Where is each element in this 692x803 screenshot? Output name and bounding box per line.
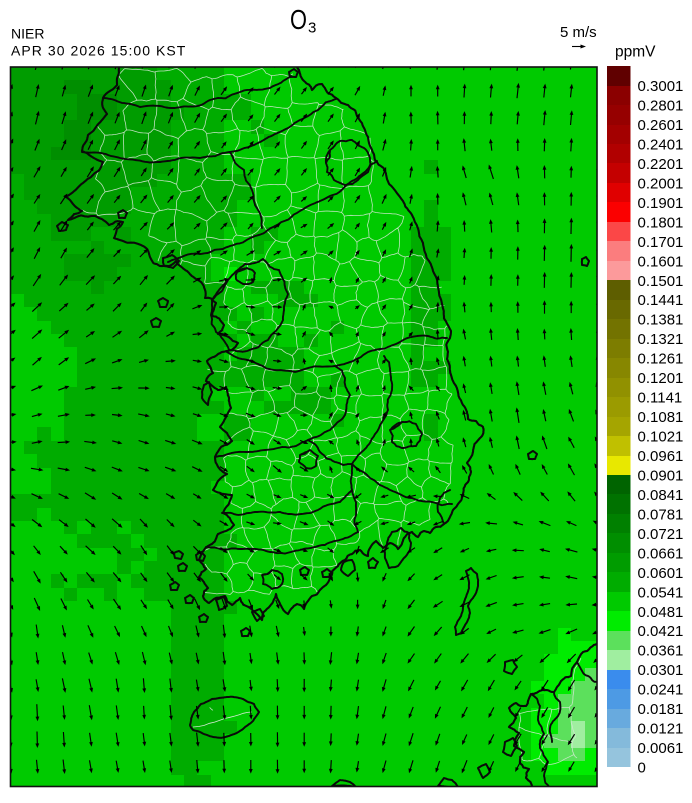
svg-text:0.1501: 0.1501 [638, 273, 684, 290]
svg-text:0.1901: 0.1901 [638, 195, 684, 212]
svg-text:0.1321: 0.1321 [638, 331, 684, 348]
svg-text:0.0541: 0.0541 [638, 584, 684, 601]
svg-text:0: 0 [638, 760, 646, 777]
svg-text:0.1701: 0.1701 [638, 234, 684, 251]
svg-text:0.1081: 0.1081 [638, 409, 684, 426]
svg-text:0.0661: 0.0661 [638, 545, 684, 562]
svg-text:0.1801: 0.1801 [638, 214, 684, 231]
svg-text:0.1381: 0.1381 [638, 312, 684, 329]
svg-text:0.0121: 0.0121 [638, 721, 684, 738]
svg-text:0.1141: 0.1141 [638, 390, 683, 407]
svg-text:0.0601: 0.0601 [638, 565, 684, 582]
svg-text:0.0421: 0.0421 [638, 623, 684, 640]
svg-text:0.0841: 0.0841 [638, 487, 684, 504]
svg-text:0.0781: 0.0781 [638, 506, 684, 523]
svg-text:ppmV: ppmV [615, 44, 656, 61]
svg-text:0.2401: 0.2401 [638, 137, 684, 154]
svg-text:0.1601: 0.1601 [638, 253, 684, 270]
svg-text:0.0241: 0.0241 [638, 682, 684, 699]
svg-text:0.0481: 0.0481 [638, 604, 684, 621]
svg-text:APR 30 2026 15:00 KST: APR 30 2026 15:00 KST [11, 43, 186, 59]
svg-text:0.0181: 0.0181 [638, 701, 684, 718]
svg-text:0.1201: 0.1201 [638, 370, 684, 387]
svg-text:NIER: NIER [11, 26, 44, 42]
svg-text:5 m/s: 5 m/s [560, 24, 597, 41]
svg-text:0.0901: 0.0901 [638, 468, 684, 485]
svg-text:0.2001: 0.2001 [638, 175, 684, 192]
svg-text:0.1261: 0.1261 [638, 351, 684, 368]
svg-text:0.3001: 0.3001 [638, 78, 684, 95]
svg-text:0.0301: 0.0301 [638, 662, 684, 679]
svg-text:0.0061: 0.0061 [638, 740, 684, 757]
svg-text:0.2201: 0.2201 [638, 156, 684, 173]
svg-text:0.2601: 0.2601 [638, 117, 684, 134]
svg-text:0.1441: 0.1441 [638, 292, 684, 309]
svg-text:O: O [290, 4, 307, 35]
svg-text:0.2801: 0.2801 [638, 98, 684, 115]
svg-text:0.0361: 0.0361 [638, 643, 684, 660]
svg-text:3: 3 [308, 20, 316, 37]
svg-text:0.0721: 0.0721 [638, 526, 684, 543]
svg-text:0.1021: 0.1021 [638, 429, 684, 446]
svg-text:0.0961: 0.0961 [638, 448, 684, 465]
